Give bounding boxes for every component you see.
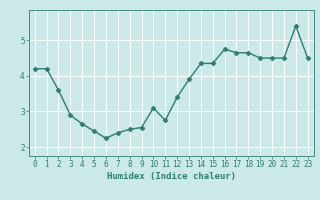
X-axis label: Humidex (Indice chaleur): Humidex (Indice chaleur) [107,172,236,181]
